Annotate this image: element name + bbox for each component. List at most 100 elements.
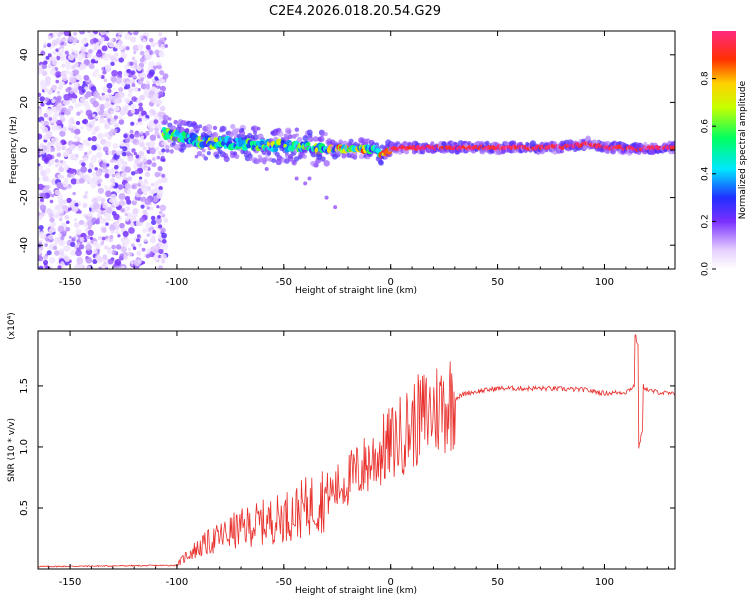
- heatmap-cell: [148, 37, 154, 43]
- heatmap-cell: [149, 144, 153, 149]
- heatmap-cell: [46, 88, 53, 95]
- heatmap-cell: [67, 35, 75, 43]
- heatmap-cell: [39, 192, 47, 200]
- heatmap-cell: [103, 78, 108, 82]
- heatmap-cell: [122, 146, 128, 152]
- heatmap-cell: [152, 80, 156, 85]
- heatmap-cell: [47, 64, 52, 69]
- heatmap-cell: [240, 127, 245, 132]
- heatmap-cell: [107, 248, 113, 255]
- heatmap-cell: [54, 158, 59, 163]
- heatmap-ylabel: Frequency (Hz): [9, 116, 19, 184]
- heatmap-cell: [112, 99, 117, 104]
- heatmap-cell: [92, 202, 100, 210]
- heatmap-cell: [106, 82, 113, 89]
- heatmap-cell: [87, 31, 91, 34]
- heatmap-cell: [156, 193, 163, 199]
- heatmap-cell: [58, 217, 63, 222]
- heatmap-cell: [120, 265, 126, 269]
- heatmap-cell: [56, 125, 62, 131]
- heatmap-cell: [51, 98, 56, 104]
- heatmap-cell: [154, 171, 161, 178]
- heatmap-cell: [56, 90, 61, 95]
- heatmap-cell: [136, 234, 141, 238]
- heatmap-cell: [114, 106, 120, 112]
- heatmap-cell: [70, 117, 74, 122]
- snr-series-line: [38, 333, 675, 568]
- heatmap-cell: [74, 128, 81, 135]
- heatmap-cell: [77, 144, 84, 152]
- heatmap-cell: [101, 263, 106, 268]
- heatmap-cell: [92, 240, 99, 247]
- heatmap-cell: [193, 125, 200, 133]
- heatmap-cell: [213, 137, 219, 143]
- heatmap-cell: [212, 132, 219, 138]
- heatmap-cell: [76, 111, 81, 116]
- heatmap-cell: [252, 134, 259, 141]
- heatmap-cell: [144, 167, 149, 171]
- heatmap-cell: [118, 86, 124, 93]
- heatmap-cell: [155, 62, 160, 66]
- heatmap-cell: [105, 190, 112, 198]
- heatmap-cell: [44, 76, 51, 83]
- heatmap-cell: [402, 140, 408, 147]
- heatmap-cell: [144, 198, 152, 206]
- heatmap-cell: [84, 151, 88, 156]
- heatmap-cell: [100, 95, 106, 101]
- y-tick-label: -20: [19, 189, 30, 205]
- heatmap-cell: [167, 117, 172, 121]
- heatmap-cell: [54, 189, 60, 196]
- heatmap-cell: [111, 182, 116, 187]
- heatmap-cell: [453, 141, 458, 146]
- heatmap-cell: [72, 191, 76, 196]
- heatmap-cell: [57, 194, 64, 201]
- heatmap-cell: [145, 254, 151, 259]
- heatmap-cell: [53, 245, 58, 251]
- heatmap-cell: [118, 256, 123, 260]
- heatmap-cell: [136, 238, 141, 243]
- heatmap-cell: [127, 92, 133, 98]
- heatmap-cell: [52, 114, 58, 119]
- heatmap-cell: [41, 63, 48, 70]
- heatmap-cell: [55, 141, 62, 149]
- heatmap-cell: [91, 171, 97, 177]
- heatmap-cell: [312, 136, 319, 142]
- x-tick-label: 0: [388, 577, 394, 588]
- heatmap-cell: [41, 79, 46, 83]
- heatmap-cell: [96, 146, 102, 151]
- x-tick-label: 0: [388, 277, 394, 288]
- heatmap-cell: [129, 133, 135, 139]
- heatmap-cell: [60, 175, 65, 179]
- heatmap-cell: [559, 149, 565, 154]
- heatmap-cell: [90, 58, 96, 64]
- heatmap-cell: [39, 204, 47, 212]
- heatmap-cell: [55, 97, 62, 103]
- heatmap-panel: -150 -100 -50 0 50 100 -40 -20 0 20 40 Height of s…: [9, 30, 676, 296]
- colorbar-label: Normalized spectral amplitude: [738, 80, 748, 219]
- heatmap-cell: [42, 259, 49, 265]
- heatmap-cell: [146, 206, 151, 210]
- heatmap-cell: [80, 125, 84, 130]
- heatmap-cell: [153, 119, 159, 125]
- heatmap-cell: [101, 168, 106, 173]
- heatmap-cell: [144, 180, 149, 185]
- heatmap-cell: [107, 258, 114, 265]
- heatmap-cell: [49, 159, 55, 165]
- heatmap-cell: [158, 248, 164, 255]
- heatmap-cell: [287, 155, 294, 162]
- heatmap-cell: [49, 146, 56, 153]
- heatmap-cell: [45, 266, 51, 269]
- heatmap-cell: [164, 44, 169, 48]
- heatmap-cell: [57, 208, 63, 214]
- heatmap-cell: [102, 70, 107, 75]
- heatmap-cell: [296, 136, 303, 143]
- heatmap-cell: [113, 128, 118, 133]
- heatmap-cell: [140, 110, 147, 117]
- heatmap-cell: [132, 31, 139, 36]
- heatmap-cell: [88, 81, 93, 86]
- heatmap-cell: [125, 143, 130, 148]
- heatmap-cell: [128, 227, 135, 234]
- heatmap-cell: [61, 145, 66, 151]
- heatmap-cell: [63, 230, 67, 234]
- heatmap-cell: [131, 83, 136, 88]
